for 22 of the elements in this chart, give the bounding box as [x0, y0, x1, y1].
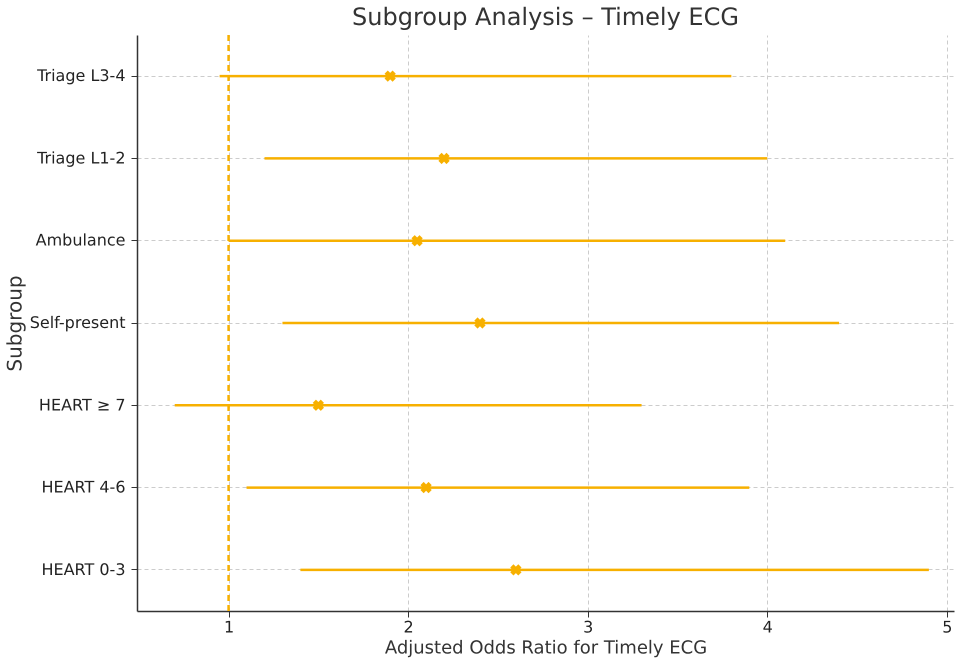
- y-tick-label: Triage L1-2: [36, 148, 126, 168]
- y-tick-label: Triage L3-4: [36, 66, 126, 86]
- y-tick-label: Ambulance: [36, 230, 126, 250]
- x-tick-label: 5: [942, 618, 952, 636]
- y-axis-title: Subgroup: [2, 275, 27, 372]
- point: [420, 482, 432, 494]
- y-tick-label: Self-present: [30, 313, 126, 332]
- point: [312, 400, 324, 411]
- point: [438, 152, 450, 164]
- point: [384, 70, 396, 82]
- x-axis-title: Adjusted Odds Ratio for Timely ECG: [384, 638, 708, 658]
- point: [411, 235, 423, 246]
- point: [474, 317, 486, 329]
- x-tick-label: 2: [404, 618, 414, 636]
- point: [510, 564, 522, 576]
- y-tick-label: HEART ≥ 7: [38, 395, 126, 414]
- chart-title: Subgroup Analysis – Timely ECG: [352, 2, 739, 31]
- x-tick-label: 3: [583, 618, 594, 636]
- y-tick-label: HEART 4-6: [41, 478, 126, 497]
- x-tick-label: 1: [224, 618, 234, 636]
- y-tick-label: HEART 0-3: [41, 560, 126, 579]
- x-tick-label: 4: [762, 618, 773, 636]
